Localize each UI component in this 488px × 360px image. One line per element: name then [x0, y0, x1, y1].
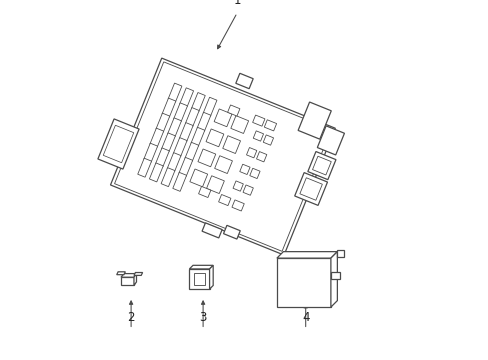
Polygon shape: [143, 143, 157, 162]
Polygon shape: [249, 168, 260, 179]
Polygon shape: [218, 194, 230, 206]
Polygon shape: [161, 168, 175, 186]
Polygon shape: [264, 120, 276, 131]
Polygon shape: [209, 265, 213, 289]
Polygon shape: [134, 273, 142, 275]
Polygon shape: [252, 115, 264, 126]
Polygon shape: [235, 73, 253, 89]
Polygon shape: [149, 163, 163, 182]
Polygon shape: [167, 118, 181, 137]
Polygon shape: [168, 83, 182, 102]
Polygon shape: [179, 122, 193, 141]
Polygon shape: [246, 148, 256, 158]
Polygon shape: [179, 157, 192, 176]
Polygon shape: [203, 97, 217, 116]
Polygon shape: [197, 112, 210, 131]
Polygon shape: [167, 153, 181, 172]
Polygon shape: [173, 103, 187, 122]
Polygon shape: [206, 176, 224, 194]
Polygon shape: [134, 274, 136, 285]
Polygon shape: [298, 102, 330, 139]
Polygon shape: [189, 169, 207, 187]
Polygon shape: [253, 131, 263, 141]
Polygon shape: [198, 186, 210, 198]
Polygon shape: [189, 269, 209, 289]
Polygon shape: [214, 109, 231, 127]
Polygon shape: [180, 88, 193, 107]
Polygon shape: [230, 116, 248, 134]
Polygon shape: [184, 142, 198, 161]
Polygon shape: [156, 113, 169, 132]
Polygon shape: [121, 277, 134, 285]
Polygon shape: [198, 149, 215, 167]
Polygon shape: [202, 223, 222, 238]
Polygon shape: [223, 225, 240, 239]
Polygon shape: [239, 164, 249, 175]
Polygon shape: [243, 185, 253, 195]
Polygon shape: [299, 178, 322, 200]
Polygon shape: [307, 152, 335, 180]
Polygon shape: [231, 200, 244, 211]
Polygon shape: [161, 133, 175, 152]
Polygon shape: [276, 252, 337, 258]
Polygon shape: [330, 272, 339, 279]
Polygon shape: [330, 252, 337, 307]
Polygon shape: [263, 135, 273, 145]
Polygon shape: [205, 129, 224, 147]
Polygon shape: [222, 136, 240, 153]
Polygon shape: [227, 105, 240, 116]
Polygon shape: [138, 158, 151, 177]
Polygon shape: [191, 127, 204, 146]
Polygon shape: [173, 138, 187, 157]
Polygon shape: [162, 98, 176, 117]
Polygon shape: [214, 156, 232, 174]
Polygon shape: [185, 108, 199, 127]
Text: 4: 4: [301, 311, 309, 324]
Polygon shape: [155, 148, 169, 167]
Text: 1: 1: [233, 0, 241, 7]
Polygon shape: [294, 172, 327, 206]
Polygon shape: [172, 172, 186, 192]
Polygon shape: [276, 258, 330, 307]
Polygon shape: [317, 126, 344, 155]
Polygon shape: [194, 274, 204, 284]
Polygon shape: [233, 181, 243, 191]
Polygon shape: [114, 62, 330, 251]
Polygon shape: [191, 93, 205, 112]
Polygon shape: [337, 250, 343, 257]
Polygon shape: [149, 128, 163, 147]
Polygon shape: [98, 119, 139, 169]
Polygon shape: [117, 272, 125, 275]
Polygon shape: [189, 265, 213, 269]
Polygon shape: [121, 274, 136, 277]
Text: 2: 2: [127, 311, 135, 324]
Polygon shape: [256, 152, 266, 162]
Polygon shape: [103, 125, 134, 163]
Text: 3: 3: [199, 311, 206, 324]
Polygon shape: [312, 156, 330, 175]
Polygon shape: [110, 58, 335, 255]
